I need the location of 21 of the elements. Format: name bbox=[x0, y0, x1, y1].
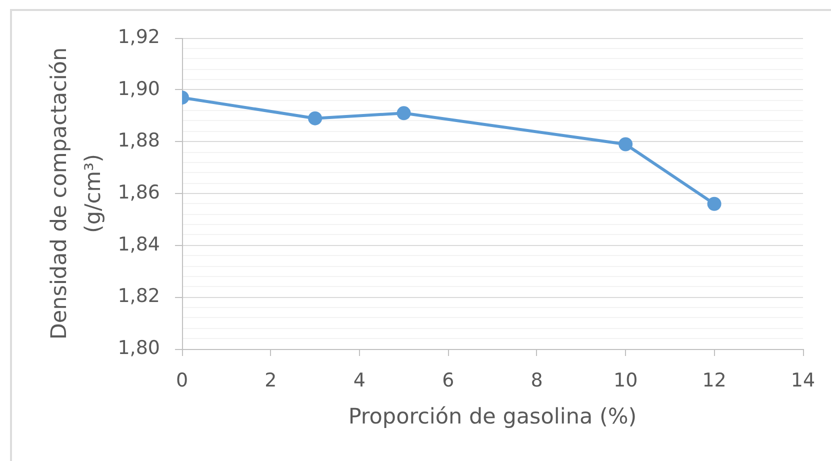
y-tick-label: 1,82 bbox=[118, 285, 160, 308]
point bbox=[618, 137, 633, 152]
x-axis-title: Proporción de gasolina (%) bbox=[348, 404, 637, 430]
x-tick-label: 4 bbox=[353, 369, 366, 392]
y-tick-label: 1,88 bbox=[118, 130, 160, 152]
y-tick-label: 1,90 bbox=[118, 78, 160, 100]
x-tick-label: 12 bbox=[702, 369, 726, 392]
y-tick-label: 1,92 bbox=[118, 26, 160, 48]
y-tick-label: 1,80 bbox=[118, 336, 160, 359]
x-tick-label: 10 bbox=[613, 369, 638, 392]
x-tick-label: 14 bbox=[790, 369, 816, 392]
y-tick-label: 1,84 bbox=[118, 233, 160, 256]
x-tick-label: 0 bbox=[176, 369, 188, 392]
point bbox=[396, 106, 411, 120]
y-tick-label: 1,86 bbox=[118, 181, 160, 204]
point bbox=[707, 196, 722, 211]
y-axis-title: Densidad de compactación (g/cm³) bbox=[46, 47, 106, 340]
x-tick-label: 8 bbox=[530, 369, 543, 392]
x-tick-label: 6 bbox=[442, 369, 454, 392]
point bbox=[308, 111, 322, 126]
x-tick-label: 2 bbox=[264, 369, 277, 392]
